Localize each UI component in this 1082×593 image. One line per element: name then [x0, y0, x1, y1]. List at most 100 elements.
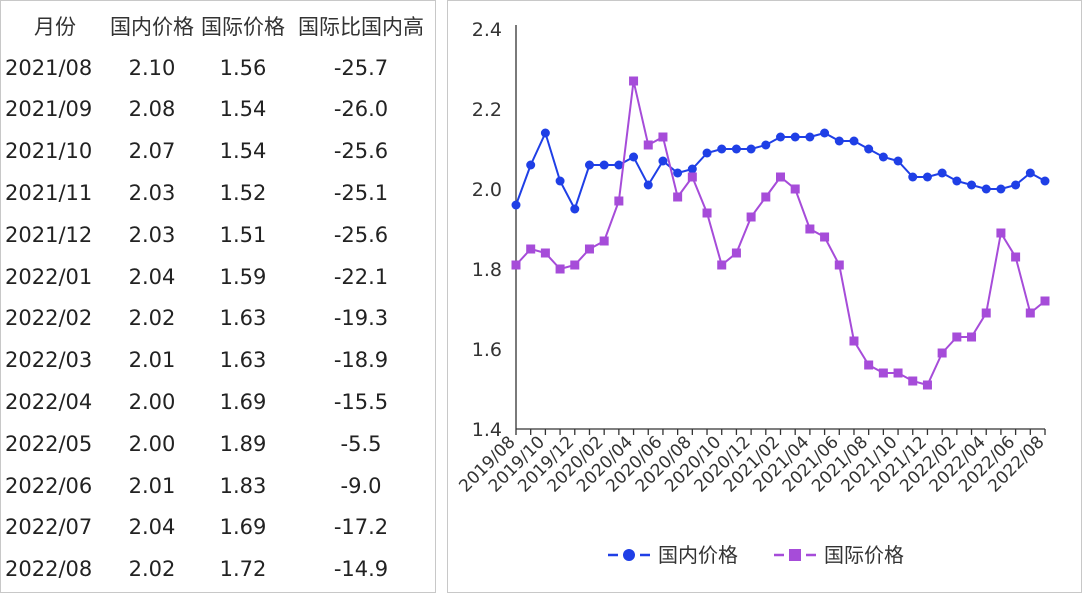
cell-domestic-price: 2.02	[128, 557, 176, 582]
price-line-chart: 1.41.61.82.02.22.42019/082019/102019/122…	[455, 19, 1050, 567]
series-1-point	[511, 260, 521, 270]
cell-international-price: 1.54	[219, 139, 267, 164]
cell-intl-vs-domestic: -25.7	[333, 55, 389, 80]
y-tick-label: 1.6	[472, 339, 502, 361]
cell-month: 2021/11	[5, 181, 93, 206]
series-1-point	[746, 212, 756, 222]
cell-international-price: 1.72	[219, 557, 267, 582]
cell-intl-vs-domestic: -25.6	[333, 139, 389, 164]
cell-domestic-price: 2.04	[128, 515, 176, 540]
cell-intl-vs-domestic: -22.1	[333, 264, 389, 289]
series-0-point	[776, 132, 785, 142]
series-1-point	[937, 348, 947, 358]
series-1-point	[1040, 296, 1050, 306]
cell-month: 2021/12	[5, 222, 93, 247]
series-0-point	[908, 172, 918, 182]
series-1-point	[702, 208, 712, 218]
series-0-point	[922, 172, 932, 182]
price-table: 月份 国内价格 国际价格 国际比国内高 2021/08 2.10 1.56 -25.7…	[1, 5, 431, 590]
cell-domestic-price: 2.08	[128, 97, 176, 122]
cell-domestic-price: 2.03	[128, 181, 176, 206]
y-tick-label: 2.0	[472, 179, 502, 201]
series-1-point	[981, 308, 991, 318]
series-0-point	[687, 164, 697, 174]
series-1-point	[673, 192, 683, 202]
series-0-point	[614, 160, 624, 170]
series-1-point	[908, 376, 918, 386]
cell-month: 2022/01	[5, 264, 93, 289]
series-0-point	[937, 168, 947, 178]
table-header-row: 月份 国内价格 国际价格 国际比国内高	[1, 5, 431, 47]
cell-month: 2021/09	[5, 97, 93, 122]
series-0-point	[1025, 168, 1035, 178]
cell-international-price: 1.56	[219, 55, 267, 80]
cell-international-price: 1.59	[219, 264, 267, 289]
series-0-point	[673, 168, 683, 178]
series-1-point	[805, 224, 815, 234]
cell-month: 2021/08	[5, 55, 93, 80]
cell-international-price: 1.63	[219, 348, 267, 373]
table-row: 2021/11 2.03 1.52 -25.1	[1, 172, 431, 214]
series-0-point	[834, 136, 844, 146]
series-1-point	[731, 248, 741, 258]
series-0-point	[805, 132, 815, 142]
series-1-point	[717, 260, 727, 270]
table-row: 2022/05 2.00 1.89 -5.5	[1, 423, 431, 465]
cell-intl-vs-domestic: -14.9	[333, 557, 389, 582]
series-0-point	[570, 204, 580, 214]
series-0-point	[511, 200, 521, 210]
price-table-panel: 月份 国内价格 国际价格 国际比国内高 2021/08 2.10 1.56 -25.7…	[0, 0, 436, 593]
series-1-point	[893, 368, 903, 378]
legend-label: 国际价格	[824, 543, 904, 567]
cell-domestic-price: 2.04	[128, 264, 176, 289]
cell-international-price: 1.69	[219, 390, 267, 415]
series-1-point	[776, 172, 785, 182]
table-row: 2021/10 2.07 1.54 -25.6	[1, 130, 431, 172]
series-0-point	[717, 144, 727, 154]
table-body: 2021/08 2.10 1.56 -25.7 2021/09 2.08 1.54 -26.0…	[1, 47, 431, 590]
cell-domestic-price: 2.01	[128, 473, 176, 498]
y-tick-label: 2.4	[472, 19, 502, 41]
series-0-point	[702, 148, 712, 158]
header-domestic-price: 国内价格	[110, 14, 194, 39]
cell-intl-vs-domestic: -26.0	[333, 97, 389, 122]
series-0-point	[1011, 180, 1021, 190]
series-0-point	[820, 128, 830, 138]
cell-intl-vs-domestic: -25.1	[333, 181, 389, 206]
table-row: 2022/02 2.02 1.63 -19.3	[1, 298, 431, 340]
series-1-point	[834, 260, 844, 270]
series-1-point	[643, 140, 653, 150]
series-0-point	[996, 184, 1006, 194]
series-1-point	[526, 244, 536, 254]
cell-intl-vs-domestic: -18.9	[333, 348, 389, 373]
cell-month: 2022/07	[5, 515, 93, 540]
series-0-point	[731, 144, 741, 154]
series-0-point	[952, 176, 962, 186]
series-line-0	[515, 130, 1046, 212]
legend-marker-square	[789, 549, 801, 561]
cell-intl-vs-domestic: -17.2	[333, 515, 389, 540]
series-0-point	[658, 156, 668, 166]
cell-international-price: 1.83	[219, 473, 267, 498]
cell-intl-vs-domestic: -19.3	[333, 306, 389, 331]
series-1-point	[922, 380, 932, 390]
series-1-point	[599, 236, 609, 246]
cell-international-price: 1.52	[219, 181, 267, 206]
cell-intl-vs-domestic: -25.6	[333, 222, 389, 247]
series-0-point	[864, 144, 874, 154]
series-0-point	[849, 136, 859, 146]
series-0-point	[746, 144, 756, 154]
cell-month: 2022/04	[5, 390, 93, 415]
cell-month: 2022/03	[5, 348, 93, 373]
series-1-point	[849, 336, 859, 346]
series-0-point	[584, 160, 594, 170]
series-1-point	[540, 248, 550, 258]
cell-domestic-price: 2.00	[128, 431, 176, 456]
cell-international-price: 1.89	[219, 431, 267, 456]
cell-month: 2022/05	[5, 431, 93, 456]
cell-domestic-price: 2.10	[128, 55, 176, 80]
cell-month: 2022/08	[5, 557, 93, 582]
table-row: 2022/01 2.04 1.59 -22.1	[1, 256, 431, 298]
y-tick-label: 1.8	[472, 259, 502, 281]
series-0-point	[761, 140, 771, 150]
